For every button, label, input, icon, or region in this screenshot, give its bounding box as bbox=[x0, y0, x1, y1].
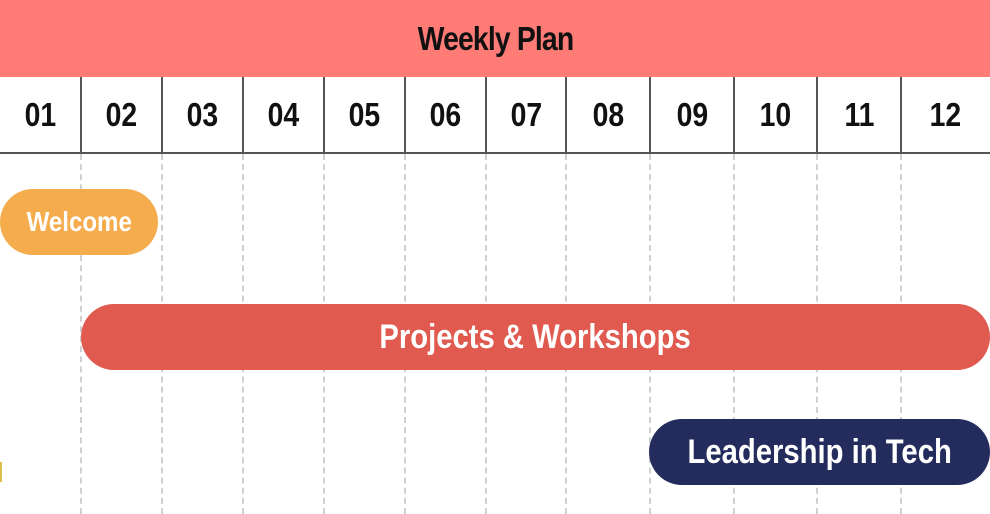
header-divider bbox=[733, 77, 735, 152]
week-header-02: 02 bbox=[105, 95, 138, 133]
week-header-03: 03 bbox=[186, 95, 219, 133]
header-divider bbox=[161, 77, 163, 152]
week-header-09: 09 bbox=[676, 95, 708, 133]
plan-title-bar: Weekly Plan bbox=[0, 0, 990, 77]
header-divider bbox=[816, 77, 818, 152]
header-divider bbox=[404, 77, 406, 152]
header-divider bbox=[565, 77, 567, 152]
welcome-bar-label: Welcome bbox=[26, 206, 132, 237]
header-divider bbox=[80, 77, 82, 152]
edge-marker bbox=[0, 462, 2, 482]
week-header-04: 04 bbox=[267, 95, 300, 133]
header-divider bbox=[323, 77, 325, 152]
projects-workshops-bar[interactable]: Projects & Workshops bbox=[81, 304, 990, 370]
week-header-05: 05 bbox=[348, 95, 381, 133]
week-header-01: 01 bbox=[24, 95, 57, 133]
week-header-11: 11 bbox=[843, 95, 874, 133]
plan-title: Weekly Plan bbox=[417, 19, 574, 57]
welcome-bar[interactable]: Welcome bbox=[0, 189, 158, 255]
projects-workshops-bar-label: Projects & Workshops bbox=[379, 317, 692, 356]
header-divider bbox=[900, 77, 902, 152]
week-header-06: 06 bbox=[429, 95, 462, 133]
week-header-08: 08 bbox=[592, 95, 624, 133]
week-header-10: 10 bbox=[759, 95, 792, 133]
week-header-12: 12 bbox=[929, 95, 962, 133]
week-header-07: 07 bbox=[510, 95, 542, 133]
header-divider bbox=[485, 77, 487, 152]
leadership-in-tech-bar[interactable]: Leadership in Tech bbox=[649, 419, 990, 485]
header-divider bbox=[242, 77, 244, 152]
header-divider bbox=[649, 77, 651, 152]
week-header-row: 01 02 03 04 05 06 07 08 09 10 11 12 bbox=[0, 77, 990, 154]
leadership-in-tech-bar-label: Leadership in Tech bbox=[687, 432, 952, 471]
